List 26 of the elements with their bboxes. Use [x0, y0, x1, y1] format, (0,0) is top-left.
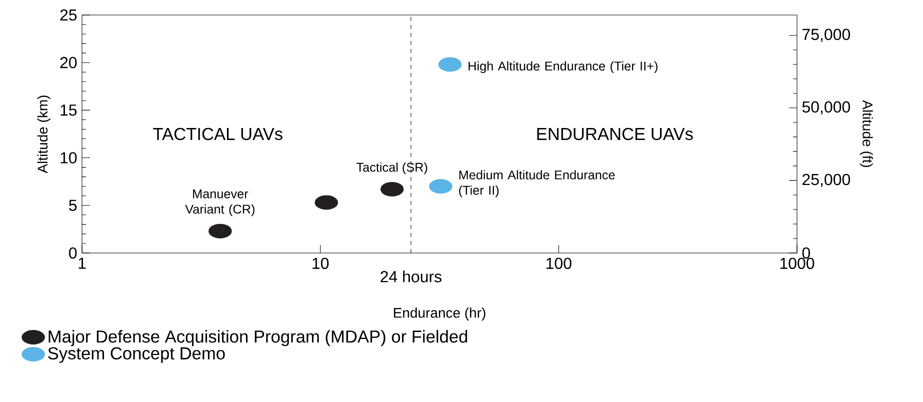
- annotation: High Altitude Endurance (Tier II+): [468, 61, 658, 74]
- x-tick-label: 1000: [780, 258, 814, 270]
- y-tick-label: 15: [60, 104, 77, 116]
- y2-tick-label: 25,000: [802, 174, 850, 188]
- x-tick-label: 100: [546, 258, 572, 270]
- annotation: Manuever Variant (CR): [185, 189, 254, 216]
- y-tick-label: 25: [60, 9, 77, 21]
- x-tick-label: 10: [312, 258, 329, 270]
- y-tick-label: 10: [60, 152, 77, 164]
- annotation: Tactical (SR): [356, 162, 428, 174]
- y2-axis-title: Altitude (ft): [860, 100, 873, 167]
- x-axis-title: Endurance (hr): [394, 308, 486, 321]
- legend-label: Major Defense Acquisition Program (MDAP) or Fielded: [48, 330, 468, 346]
- y2-tick-label: 75,000: [802, 28, 850, 42]
- y2-tick-label: 0: [802, 247, 810, 259]
- y-tick-label: 20: [60, 56, 77, 68]
- annotation: TACTICAL UAVs: [153, 128, 282, 140]
- annotation: ENDURANCE UAVs: [537, 128, 693, 140]
- legend-label: System Concept Demo: [48, 347, 225, 363]
- x-tick-label: 1: [78, 258, 86, 269]
- ref-line-label: 24 hours: [380, 270, 442, 282]
- annotation: Medium Altitude Endurance (Tier II): [459, 170, 615, 198]
- y-axis-title: Altitude (km): [37, 96, 50, 174]
- y-tick-label: 5: [69, 200, 77, 211]
- y2-tick-label: 50,000: [802, 101, 850, 115]
- y-tick-label: 0: [69, 247, 77, 259]
